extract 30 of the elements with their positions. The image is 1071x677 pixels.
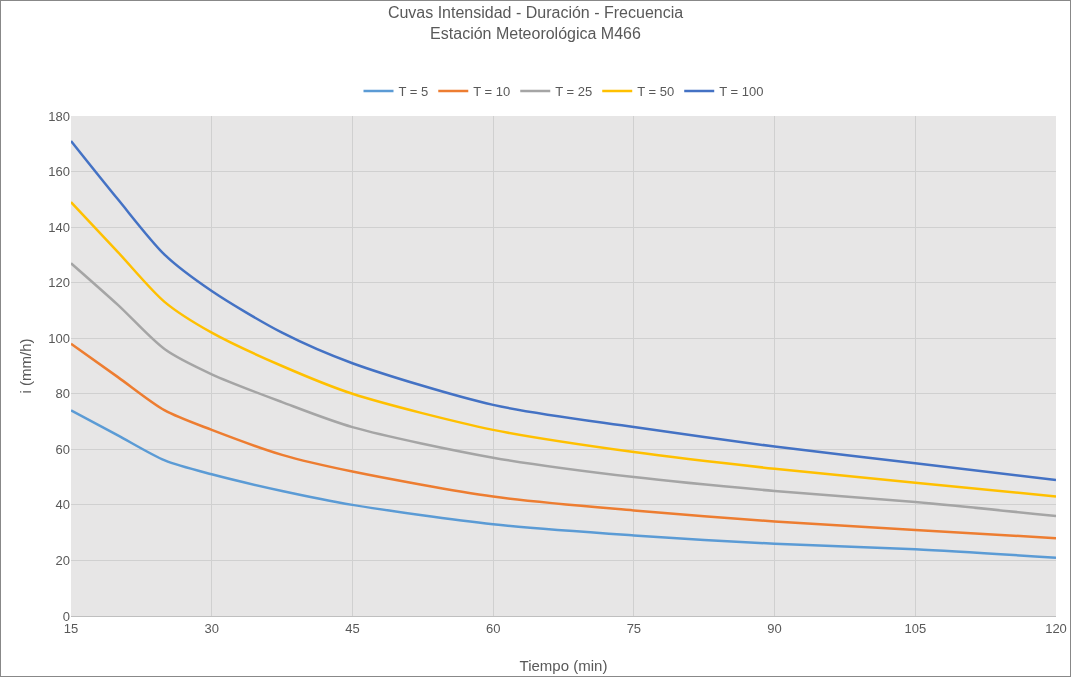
y-tick-label: 60 <box>55 441 70 457</box>
legend-label: T = 50 <box>637 84 675 100</box>
x-tick-label: 30 <box>204 620 219 636</box>
line-series <box>71 409 1056 559</box>
x-tick-label: 90 <box>767 620 782 636</box>
line-series <box>71 342 1056 540</box>
line-series <box>71 200 1056 498</box>
x-tick-label: 45 <box>345 620 360 636</box>
y-tick-label: 100 <box>48 330 70 346</box>
legend-label: T = 10 <box>473 84 511 100</box>
x-tick-label: 120 <box>1045 620 1067 636</box>
y-tick-label: 80 <box>55 386 70 402</box>
x-tick-label: 105 <box>904 620 927 636</box>
chart-subtitle: Estación Meteorológica M466 <box>430 24 641 42</box>
legend-label: T = 100 <box>719 84 764 100</box>
y-tick-label: 120 <box>48 275 70 291</box>
y-tick-label: 40 <box>55 497 70 513</box>
x-tick-label: 75 <box>626 620 642 636</box>
line-series <box>71 261 1056 518</box>
y-axis-title: i (mm/h) <box>17 338 34 394</box>
y-tick-label: 20 <box>55 552 70 568</box>
y-tick-label: 160 <box>48 164 70 180</box>
chart-title: Cuvas Intensidad - Duración - Frecuencia <box>387 3 684 21</box>
y-tick-label: 180 <box>48 108 70 124</box>
x-axis-title: Tiempo (min) <box>519 657 608 674</box>
legend-label: T = 5 <box>398 84 429 100</box>
x-tick-label: 60 <box>485 620 501 636</box>
legend-label: T = 25 <box>555 84 593 100</box>
line-series <box>71 139 1056 482</box>
y-tick-label: 140 <box>48 219 70 235</box>
